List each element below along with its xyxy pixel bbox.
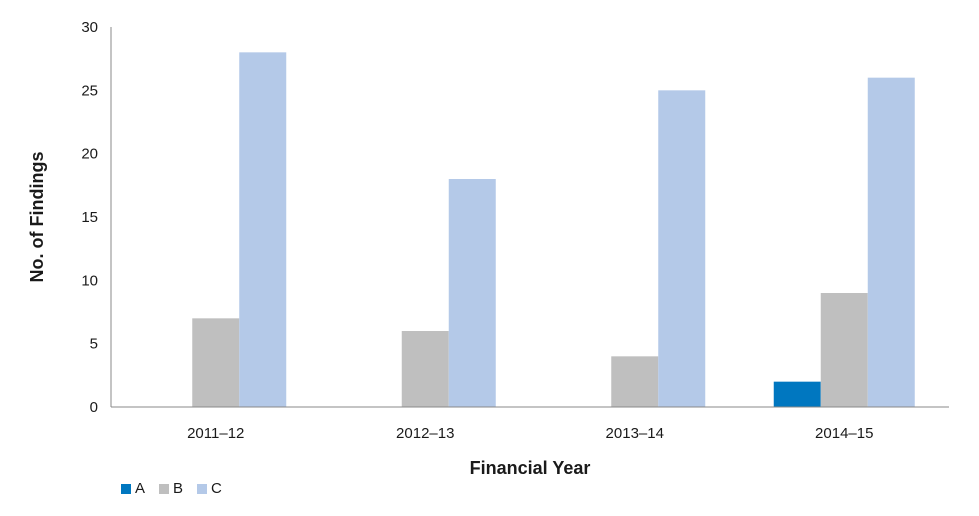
x-axis-title: Financial Year	[470, 458, 591, 478]
bar-b-0	[192, 318, 240, 407]
legend-swatch	[159, 483, 170, 494]
legend-item-a: A	[121, 480, 145, 497]
x-tick-label: 2012–13	[396, 425, 454, 442]
y-tick-label: 30	[81, 19, 98, 36]
legend-item-c: C	[197, 480, 222, 497]
bar-b-2	[611, 356, 659, 407]
bar-c-0	[239, 52, 287, 407]
y-axis-ticks: 0 5 10 15 20 25 30	[81, 19, 98, 416]
bar-c-3	[867, 77, 915, 408]
x-tick-label: 2014–15	[815, 425, 873, 442]
legend-label: A	[135, 480, 146, 497]
legend-item-b: B	[159, 480, 183, 497]
bars	[192, 52, 915, 408]
bar-a-3	[773, 381, 821, 407]
y-tick-label: 5	[90, 336, 98, 353]
bar-b-1	[401, 331, 449, 407]
bar-c-1	[448, 179, 496, 407]
x-tick-label: 2013–14	[606, 425, 664, 442]
legend-label: B	[173, 480, 184, 497]
legend-swatch	[197, 483, 208, 494]
y-tick-label: 0	[90, 399, 98, 416]
legend-label: C	[211, 480, 222, 497]
x-tick-label: 2011–12	[187, 425, 244, 442]
legend: A B C	[121, 480, 222, 497]
x-axis-ticks: 2011–12 2012–13 2013–14 2014–15	[187, 425, 873, 442]
y-tick-label: 25	[81, 82, 98, 99]
y-tick-label: 20	[81, 146, 98, 163]
y-axis-title: No. of Findings	[27, 152, 47, 283]
y-tick-label: 10	[81, 272, 98, 289]
legend-swatch	[121, 483, 131, 494]
y-tick-label: 15	[81, 209, 98, 226]
bar-b-3	[820, 293, 868, 407]
bar-c-2	[658, 90, 706, 407]
